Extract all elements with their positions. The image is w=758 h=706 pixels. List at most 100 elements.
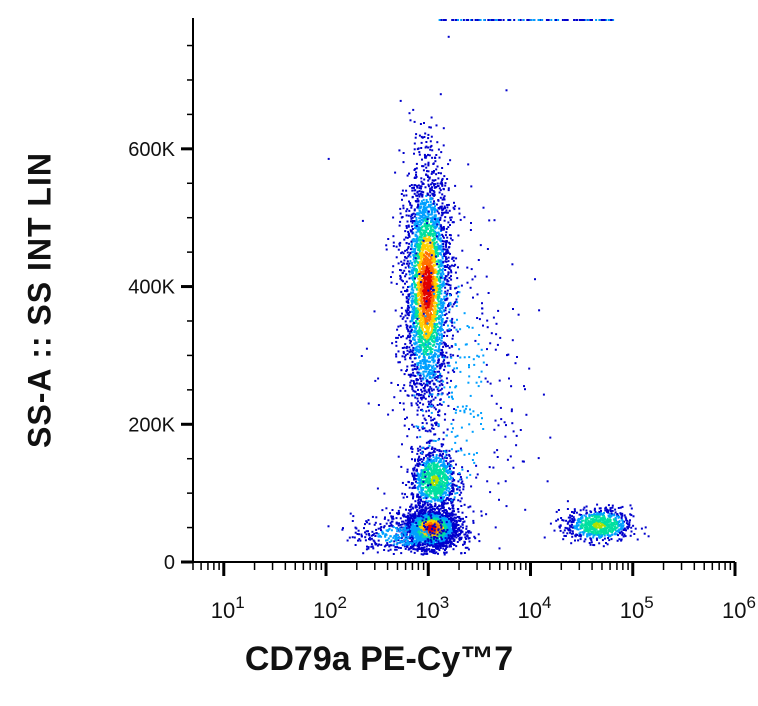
event-dot xyxy=(428,291,431,294)
event-dot xyxy=(446,428,449,431)
event-dot xyxy=(441,314,444,317)
event-dot xyxy=(436,182,439,185)
event-dot xyxy=(432,364,435,367)
event-dot xyxy=(418,277,421,280)
event-dot xyxy=(423,359,426,362)
event-dot xyxy=(437,266,440,268)
event-dot xyxy=(446,533,449,535)
event-dot xyxy=(431,228,434,231)
event-dot xyxy=(441,489,444,492)
event-dot xyxy=(431,292,434,295)
event-dot xyxy=(409,384,412,387)
event-dot xyxy=(455,529,458,532)
event-dot xyxy=(420,499,422,502)
event-dot xyxy=(413,466,416,469)
event-dot xyxy=(434,488,437,491)
event-dot xyxy=(452,521,455,524)
event-dot xyxy=(415,320,417,322)
event-dot xyxy=(447,226,450,229)
event-dot xyxy=(428,319,431,322)
event-dot xyxy=(434,498,437,501)
event-dot xyxy=(453,538,456,541)
event-dot xyxy=(461,480,464,483)
event-dot xyxy=(458,493,461,496)
event-dot xyxy=(420,490,423,493)
event-dot xyxy=(401,293,404,296)
event-dot xyxy=(423,387,426,390)
event-dot xyxy=(419,544,422,547)
event-dot xyxy=(429,262,432,265)
event-dot xyxy=(426,430,429,433)
event-dot xyxy=(419,211,422,214)
event-dot xyxy=(436,225,439,228)
event-dot xyxy=(419,214,422,217)
event-dot xyxy=(426,257,429,259)
event-dot xyxy=(433,417,436,420)
event-dot xyxy=(428,409,430,412)
event-dot xyxy=(405,273,408,276)
event-dot xyxy=(404,320,407,323)
event-dot xyxy=(434,492,437,495)
event-dot xyxy=(431,210,433,213)
event-dot xyxy=(430,221,432,223)
event-dot xyxy=(429,348,432,351)
event-dot xyxy=(414,396,417,399)
event-dot xyxy=(437,310,440,313)
event-dot xyxy=(440,494,442,497)
event-dot xyxy=(451,537,454,540)
event-dot xyxy=(410,306,413,309)
event-dot xyxy=(417,464,419,467)
event-dot xyxy=(422,532,425,535)
event-dot xyxy=(449,478,452,481)
event-dot xyxy=(430,301,433,304)
event-dot xyxy=(437,486,440,489)
event-dot xyxy=(420,494,423,497)
event-dot xyxy=(420,488,423,490)
event-dot xyxy=(413,348,416,351)
event-dot xyxy=(439,453,442,456)
event-dot xyxy=(427,205,430,208)
event-dot xyxy=(429,508,432,511)
event-dot xyxy=(422,488,424,491)
event-dot xyxy=(429,217,432,220)
event-dot xyxy=(439,489,442,492)
event-dot xyxy=(444,499,447,502)
event-dot xyxy=(419,448,422,451)
event-dot xyxy=(429,206,432,209)
event-dot xyxy=(426,459,429,462)
event-dot xyxy=(445,227,448,230)
event-dot xyxy=(427,465,430,468)
event-dot xyxy=(430,277,433,280)
event-dot xyxy=(397,248,400,251)
event-dot xyxy=(429,430,432,433)
event-dot xyxy=(429,544,432,547)
event-dot xyxy=(414,243,417,246)
event-dot xyxy=(452,539,455,542)
event-dot xyxy=(400,193,403,195)
event-dot xyxy=(438,355,441,358)
event-dot xyxy=(437,488,440,491)
event-dot xyxy=(414,458,416,461)
event-dot xyxy=(434,543,437,546)
event-dot xyxy=(449,518,452,521)
event-dot xyxy=(435,470,438,473)
event-dot xyxy=(443,470,446,473)
event-dot xyxy=(450,379,452,382)
event-dot xyxy=(427,440,430,443)
event-dot xyxy=(427,446,430,449)
event-dot xyxy=(436,449,439,452)
event-dot xyxy=(424,533,427,536)
event-dot xyxy=(427,457,430,460)
event-dot xyxy=(416,322,419,325)
event-dot xyxy=(419,518,422,521)
event-dot xyxy=(447,469,450,472)
event-dot xyxy=(430,500,433,503)
event-dot xyxy=(407,298,410,301)
event-dot xyxy=(432,263,435,266)
event-dot xyxy=(454,534,456,537)
event-dot xyxy=(432,482,435,484)
event-dot xyxy=(415,259,418,262)
event-dot xyxy=(440,543,443,546)
event-dot xyxy=(410,217,413,220)
event-dot xyxy=(429,385,432,388)
